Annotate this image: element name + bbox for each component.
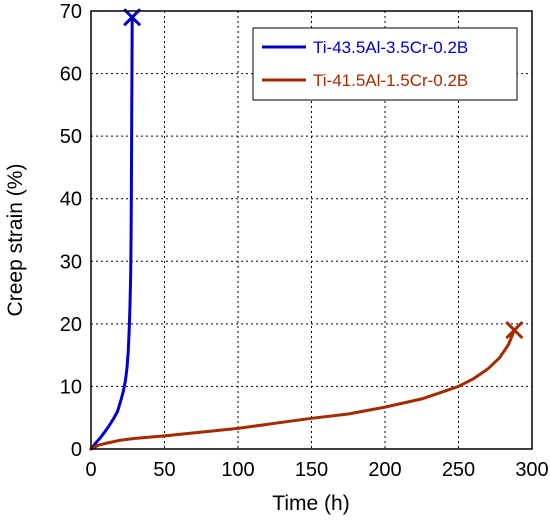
- plot-frame: [90, 10, 533, 450]
- x-tick-labels: 0 50 100 150 200 250 300: [85, 459, 548, 481]
- end-markers: [123, 8, 524, 340]
- end-marker-stroke: [123, 8, 142, 27]
- series-line-2: [89, 328, 516, 451]
- y-tick-label: 10: [60, 376, 82, 398]
- series-line-1: [89, 15, 134, 451]
- y-tick-label: 60: [60, 64, 82, 86]
- x-tick-label: 150: [295, 459, 328, 481]
- y-tick-label: 30: [60, 251, 82, 273]
- x-tick-label: 50: [153, 459, 175, 481]
- legend-box: [252, 27, 518, 101]
- x-tick-label: 300: [515, 459, 548, 481]
- curves: [89, 15, 516, 451]
- legend-label-series-1: Ti-43.5Al-3.5Cr-0.2B: [313, 38, 468, 57]
- y-tick-label: 20: [60, 314, 82, 336]
- x-tick-label: 100: [221, 459, 254, 481]
- y-tick-label: 0: [71, 439, 82, 461]
- end-marker-x-series-2: [505, 321, 524, 340]
- y-tick-labels: 0 10 20 30 40 50 60 70: [60, 1, 82, 461]
- x-tick-label: 200: [368, 459, 401, 481]
- end-marker-stroke: [505, 321, 524, 340]
- end-marker-x-series-1: [123, 8, 142, 27]
- x-axis-label: Time (h): [272, 492, 349, 515]
- y-tick-label: 50: [60, 126, 82, 148]
- x-tick-label: 250: [442, 459, 475, 481]
- x-tick-label: 0: [85, 459, 96, 481]
- y-tick-label: 70: [60, 1, 82, 23]
- y-tick-label: 40: [60, 189, 82, 211]
- legend-label-series-2: Ti-41.5Al-1.5Cr-0.2B: [313, 71, 468, 90]
- y-axis-label: Creep strain (%): [4, 164, 27, 317]
- legend: Ti-43.5Al-3.5Cr-0.2B Ti-41.5Al-1.5Cr-0.2…: [252, 27, 518, 101]
